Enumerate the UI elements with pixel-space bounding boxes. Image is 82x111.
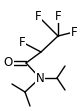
Text: N: N xyxy=(36,71,44,84)
Text: O: O xyxy=(3,56,13,69)
Text: F: F xyxy=(55,10,61,23)
Text: F: F xyxy=(71,26,77,39)
Text: F: F xyxy=(35,10,41,23)
Text: F: F xyxy=(19,36,25,49)
